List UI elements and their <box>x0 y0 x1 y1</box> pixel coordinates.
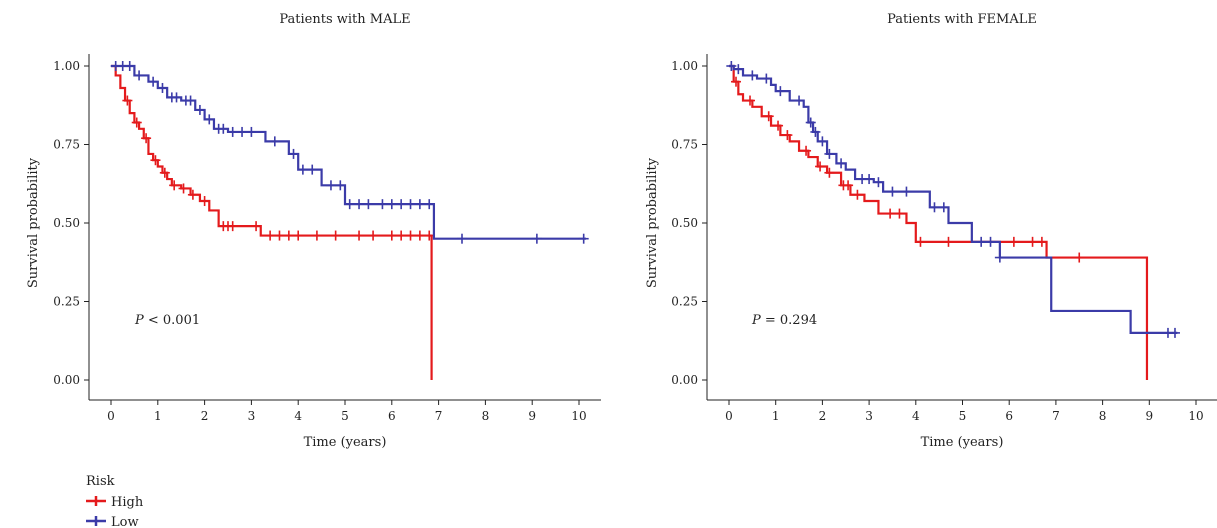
female-y-axis-label: Survival probability <box>645 157 660 288</box>
female-x-tick-label: 0 <box>725 409 733 423</box>
legend-item-high: High <box>86 495 144 510</box>
female-curves <box>726 61 1180 380</box>
female-ticks: 0.00 0.25 0.50 0.75 1.00 0 1 2 3 4 5 6 7 8 9 10 <box>671 54 1217 423</box>
male-y-axis-label: Survival probability <box>26 157 41 288</box>
female-y-tick-label: 1.00 <box>671 59 698 73</box>
legend: Risk High Low <box>86 474 144 528</box>
male-p-value-symbol: P <box>134 313 144 328</box>
female-x-tick-label: 3 <box>865 409 873 423</box>
male-curve-high <box>111 64 433 380</box>
female-x-tick-label: 2 <box>819 409 827 423</box>
female-x-tick-label: 9 <box>1145 409 1153 423</box>
female-x-tick-label: 8 <box>1099 409 1107 423</box>
female-curve-high <box>729 64 1149 380</box>
female-y-tick-label: 0.50 <box>671 216 698 230</box>
male-x-tick-label: 10 <box>571 409 586 423</box>
male-panel: Patients with MALE Time (years) Survival… <box>26 12 601 450</box>
male-y-tick-label: 1.00 <box>53 59 80 73</box>
female-curve-low <box>729 64 1178 334</box>
female-x-tick-label: 1 <box>772 409 780 423</box>
male-y-tick-label: 0.75 <box>53 138 80 152</box>
male-x-tick-label: 6 <box>388 409 396 423</box>
male-ticks: 0.00 0.25 0.50 0.75 1.00 0 1 2 3 4 5 6 7 8 9 10 <box>53 54 601 423</box>
male-x-tick-label: 3 <box>248 409 256 423</box>
male-x-tick-label: 2 <box>201 409 209 423</box>
male-x-tick-label: 0 <box>107 409 115 423</box>
female-x-tick-label: 5 <box>959 409 967 423</box>
female-y-tick-label: 0.00 <box>671 373 698 387</box>
male-x-tick-label: 1 <box>154 409 162 423</box>
male-p-value: P < 0.001 <box>134 313 200 328</box>
legend-high-label: High <box>111 495 144 510</box>
male-y-tick-label: 0.50 <box>53 216 80 230</box>
male-y-tick-label: 0.25 <box>53 295 80 309</box>
female-x-axis-label: Time (years) <box>921 435 1004 450</box>
female-y-tick-label: 0.75 <box>671 138 698 152</box>
female-p-value-symbol: P <box>751 313 761 328</box>
male-x-tick-label: 4 <box>294 409 302 423</box>
male-x-tick-label: 8 <box>482 409 490 423</box>
female-x-tick-label: 7 <box>1052 409 1060 423</box>
legend-low-label: Low <box>111 515 139 528</box>
female-x-tick-label: 4 <box>912 409 920 423</box>
legend-item-low: Low <box>86 515 139 528</box>
female-x-tick-label: 10 <box>1188 409 1203 423</box>
male-y-tick-label: 0.00 <box>53 373 80 387</box>
female-y-tick-label: 0.25 <box>671 295 698 309</box>
female-panel: Patients with FEMALE Time (years) Surviv… <box>645 12 1217 450</box>
male-x-axis-label: Time (years) <box>304 435 387 450</box>
female-x-tick-label: 6 <box>1005 409 1013 423</box>
female-p-value-text: = 0.294 <box>761 313 817 328</box>
female-panel-title: Patients with FEMALE <box>887 12 1037 27</box>
male-panel-title: Patients with MALE <box>279 12 410 27</box>
male-curves <box>110 61 589 380</box>
male-x-tick-label: 9 <box>528 409 536 423</box>
legend-title: Risk <box>86 474 115 489</box>
male-p-value-text: < 0.001 <box>144 313 200 328</box>
male-curve-low <box>111 64 587 240</box>
male-x-tick-label: 7 <box>435 409 443 423</box>
female-p-value: P = 0.294 <box>751 313 817 328</box>
male-x-tick-label: 5 <box>341 409 349 423</box>
